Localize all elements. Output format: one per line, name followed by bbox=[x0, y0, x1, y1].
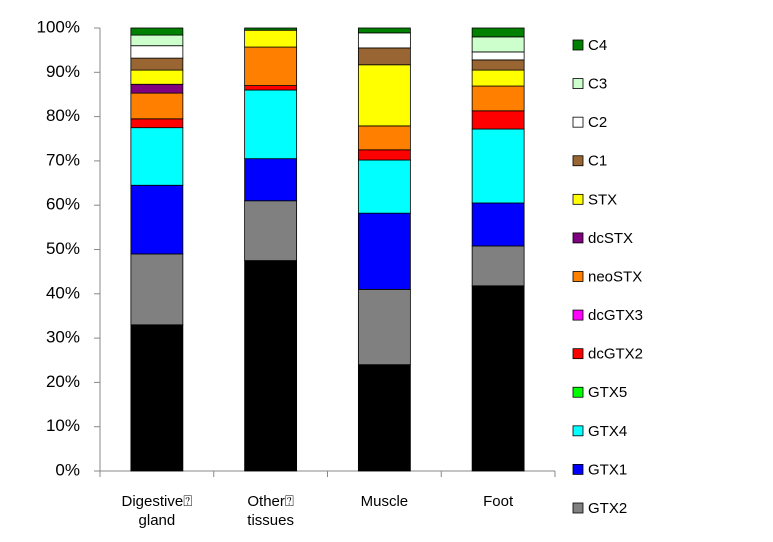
bar-segment bbox=[130, 184, 184, 255]
y-tick-label: 90% bbox=[46, 62, 80, 81]
legend-swatch bbox=[572, 309, 584, 321]
bar-segment bbox=[244, 29, 298, 48]
bar-segment bbox=[130, 45, 184, 59]
legend-swatch bbox=[572, 502, 584, 514]
bar-segment bbox=[471, 36, 525, 53]
legend-label: dcSTX bbox=[588, 230, 633, 247]
bar-segment bbox=[244, 46, 298, 86]
bar-segment bbox=[471, 51, 525, 61]
bar-segment bbox=[130, 253, 184, 326]
x-tick-label: Foot bbox=[483, 493, 514, 510]
bar-segment bbox=[471, 69, 525, 87]
legend-swatch bbox=[572, 78, 584, 89]
legend-swatch bbox=[572, 116, 584, 128]
bar-segment bbox=[471, 285, 525, 472]
legend-label: C4 bbox=[588, 37, 607, 54]
bar-segment bbox=[244, 27, 298, 31]
bar-segment bbox=[130, 324, 184, 472]
bar-segment bbox=[471, 202, 525, 247]
legend-label: C2 bbox=[588, 114, 607, 131]
y-tick-label: 60% bbox=[46, 195, 80, 214]
bar-segment bbox=[471, 59, 525, 71]
bar-segment bbox=[471, 27, 525, 38]
legend-label: neoSTX bbox=[588, 268, 642, 285]
legend-label: GTX4 bbox=[588, 423, 627, 440]
legend-label: C3 bbox=[588, 76, 607, 93]
legend-swatch bbox=[572, 425, 584, 437]
legend-swatch bbox=[572, 348, 584, 360]
bar-segment bbox=[357, 125, 411, 151]
bar-segment bbox=[357, 27, 411, 34]
bar-segment bbox=[357, 149, 411, 161]
bar-segment bbox=[130, 83, 184, 94]
y-tick-label: 100% bbox=[37, 17, 80, 36]
bar-segment bbox=[130, 34, 184, 47]
legend-label: STX bbox=[588, 191, 617, 208]
y-tick-label: 20% bbox=[46, 372, 80, 391]
legend-label: dcGTX2 bbox=[588, 346, 643, 363]
bar-segment bbox=[357, 288, 411, 366]
bar-segment bbox=[357, 364, 411, 472]
bar-segment bbox=[130, 118, 184, 129]
legend-swatch bbox=[572, 193, 584, 205]
y-tick-label: 40% bbox=[46, 283, 80, 302]
bar-segment bbox=[471, 85, 525, 112]
y-tick-label: 10% bbox=[46, 416, 80, 435]
legend-swatch bbox=[572, 464, 584, 475]
bar-segment bbox=[130, 92, 184, 120]
bar-segment bbox=[471, 128, 525, 204]
legend-swatch bbox=[572, 386, 584, 398]
bar-segment bbox=[357, 47, 411, 66]
x-tick-label: Muscle bbox=[360, 493, 409, 510]
legend-swatch bbox=[572, 232, 584, 244]
bar-segment bbox=[244, 200, 298, 261]
legend-label: GTX5 bbox=[588, 384, 627, 401]
bar-segment bbox=[357, 32, 411, 49]
bar-segment bbox=[244, 158, 298, 202]
y-tick-label: 80% bbox=[46, 106, 80, 125]
bar-segment bbox=[130, 127, 184, 186]
bar-segment bbox=[130, 69, 184, 85]
x-tick-label: Digestive⍰ gland bbox=[121, 493, 193, 529]
y-tick-label: 50% bbox=[46, 239, 80, 258]
y-tick-label: 0% bbox=[55, 460, 80, 479]
bar-segment bbox=[130, 57, 184, 71]
bar-segment bbox=[357, 212, 411, 290]
bar-segment bbox=[244, 89, 298, 160]
bar-segment bbox=[357, 159, 411, 214]
legend-swatch bbox=[572, 39, 584, 51]
x-tick-label: Other⍰ tissues bbox=[247, 493, 294, 529]
y-tick-label: 70% bbox=[46, 150, 80, 169]
bar-segment bbox=[244, 260, 298, 472]
legend-label: GTX1 bbox=[588, 461, 627, 478]
bar-segment bbox=[471, 110, 525, 130]
legend-swatch bbox=[572, 271, 584, 282]
bar-segment bbox=[471, 245, 525, 287]
bar-segment bbox=[130, 27, 184, 36]
legend-label: dcGTX3 bbox=[588, 307, 643, 324]
legend-label: GTX2 bbox=[588, 500, 627, 517]
y-tick-label: 30% bbox=[46, 328, 80, 347]
bar-segment bbox=[244, 85, 298, 91]
bar-segment bbox=[357, 64, 411, 127]
legend-swatch bbox=[572, 155, 584, 167]
legend-label: C1 bbox=[588, 153, 607, 170]
